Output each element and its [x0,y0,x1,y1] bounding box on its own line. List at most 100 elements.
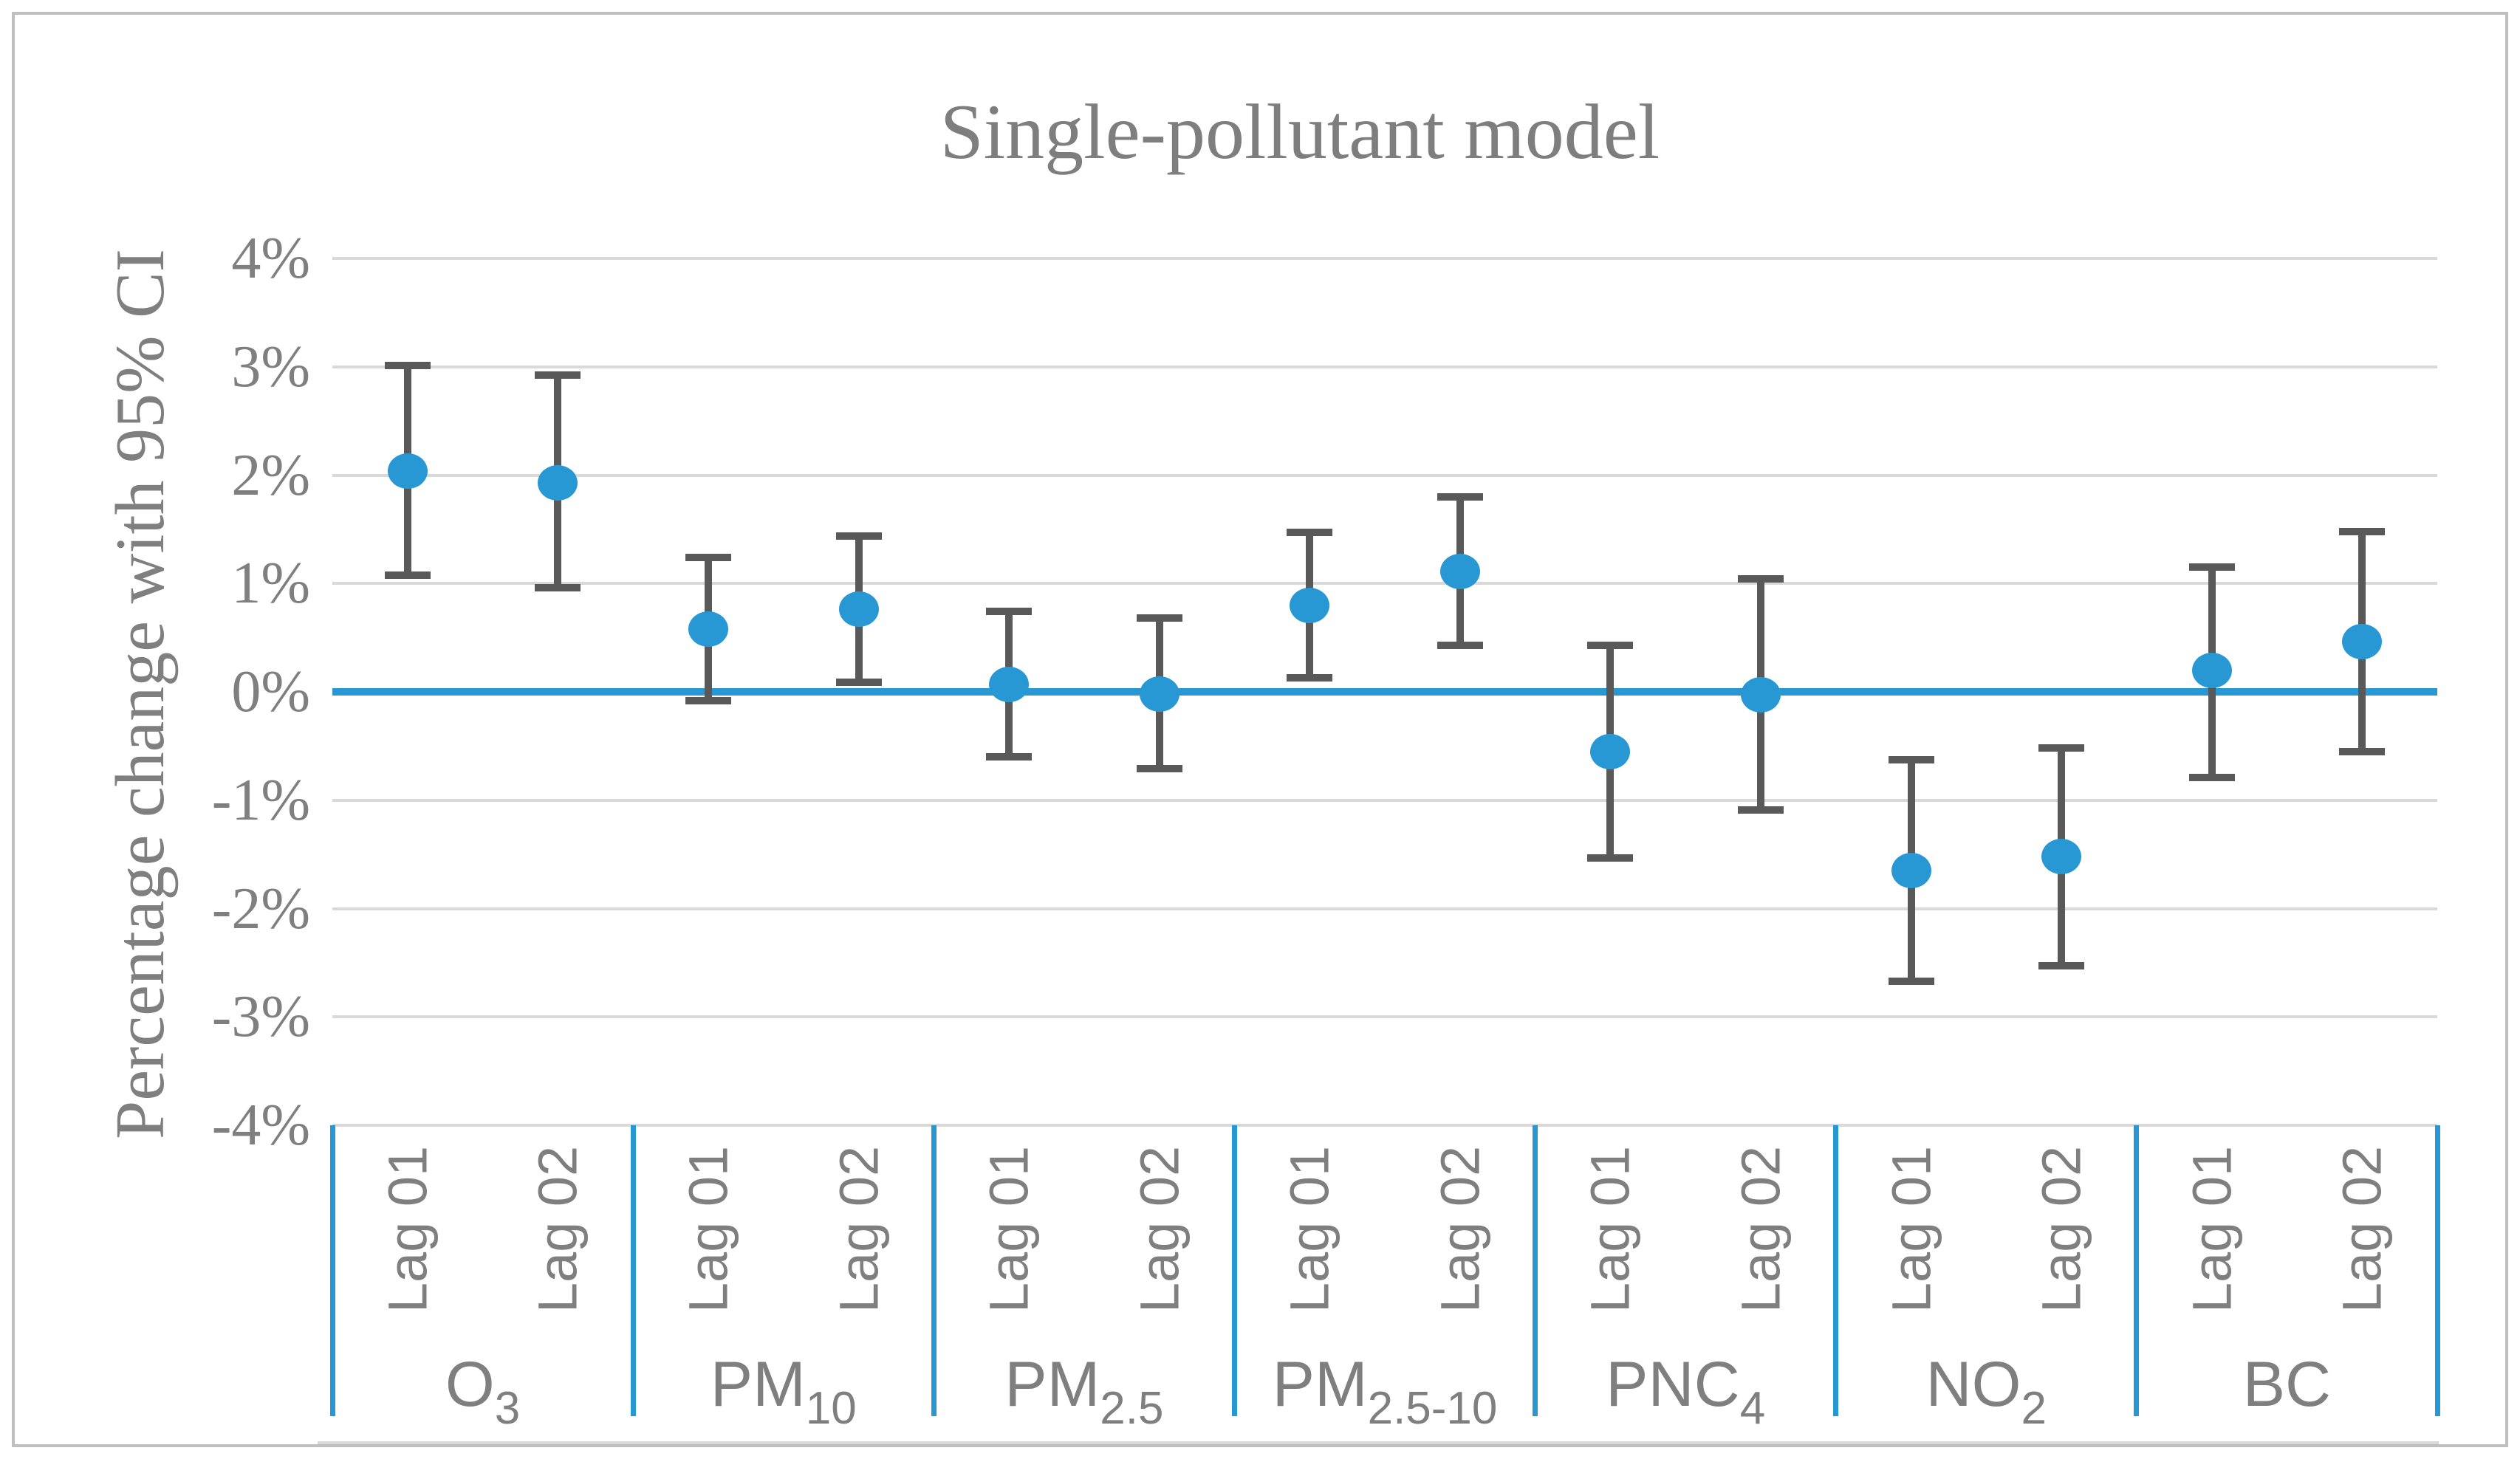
y-gridline [332,257,2437,260]
x-category-label: PNC4 [1606,1348,1765,1435]
category-base-text: O [445,1349,495,1420]
category-base-text: BC [2242,1349,2332,1420]
category-subscript-text: 2.5 [1100,1383,1164,1434]
x-lag-label: Lag 02 [2030,1145,2092,1314]
error-bar-cap-top [1437,492,1483,501]
y-gridline [332,582,2437,586]
y-tick-label: 4% [231,226,310,291]
y-tick-label: -2% [211,876,310,941]
error-bar-cap-bottom [986,753,1033,761]
error-bar-cap-top [1587,641,1634,649]
error-bar-cap-bottom [384,571,431,579]
zero-baseline [332,688,2437,696]
y-tick-label: 2% [231,442,310,508]
x-lag-label: Lag 01 [978,1145,1040,1314]
error-bar-cap-bottom [2038,962,2085,970]
y-gridline [332,798,2437,802]
data-point-dot [1139,676,1179,712]
category-base-text: NO [1925,1349,2021,1420]
error-bar-cap-top [685,554,731,562]
x-lag-label: Lag 02 [1429,1145,1491,1314]
error-bar-cap-bottom [2188,773,2235,781]
error-bar-cap-top [535,371,581,380]
group-separator [630,1125,636,1416]
group-separator [2134,1125,2140,1416]
x-category-label: O3 [445,1348,520,1435]
category-base-text: PM [710,1349,806,1420]
error-bar-cap-top [2038,744,2085,752]
y-gridline [332,365,2437,368]
y-tick-label: -1% [211,767,310,833]
x-lag-label: Lag 01 [1880,1145,1942,1314]
error-bar-cap-bottom [1888,977,1934,985]
y-gridline [332,1015,2437,1019]
category-subscript-text: 2.5-10 [1367,1383,1498,1434]
y-tick-label: -4% [211,1093,310,1158]
data-point-dot [1590,733,1631,769]
chart-frame [12,12,2508,1447]
error-bar-cap-top [2188,563,2235,571]
error-bar-cap-bottom [685,696,731,704]
y-gridline [332,473,2437,477]
group-separator [1231,1125,1237,1416]
data-point-dot [688,611,728,647]
error-bar-cap-top [2339,527,2386,535]
x-lag-label: Lag 02 [1129,1145,1191,1314]
x-lag-label: Lag 01 [1278,1145,1341,1314]
axis-bottom-line [318,1441,2439,1444]
error-bar-cap-bottom [1737,806,1784,814]
data-point-dot [2342,624,2383,660]
category-subscript-text: 2 [2021,1383,2047,1434]
error-bar-cap-top [1737,575,1784,583]
data-point-dot [1740,677,1781,713]
category-subscript-text: 3 [494,1383,521,1434]
x-lag-label: Lag 02 [527,1145,589,1314]
y-gridline [332,907,2437,910]
error-bar-cap-top [1888,756,1934,764]
x-category-label: NO2 [1926,1348,2047,1435]
y-gridline [332,1124,2437,1127]
data-point-dot [1439,554,1480,590]
x-category-label: PM2.5 [1004,1348,1163,1435]
data-point-dot [2191,652,2232,688]
x-lag-label: Lag 01 [377,1145,439,1314]
error-bar-cap-bottom [835,678,882,686]
data-point-dot [838,591,879,628]
error-bar-cap-bottom [535,584,581,592]
y-tick-label: -3% [211,984,310,1050]
x-lag-label: Lag 01 [1579,1145,1641,1314]
error-bar-cap-bottom [2339,747,2386,755]
x-category-label: BC [2243,1348,2331,1421]
data-point-dot [538,464,578,501]
error-bar-cap-top [1287,529,1333,537]
x-category-label: PM2.5-10 [1273,1348,1498,1435]
category-subscript-text: 10 [805,1383,857,1434]
error-bar-cap-bottom [1437,641,1483,649]
group-separator [329,1125,335,1416]
x-lag-label: Lag 01 [2181,1145,2243,1314]
group-separator [1833,1125,1839,1416]
error-bar-cap-bottom [1287,673,1333,682]
x-lag-label: Lag 02 [2331,1145,2393,1314]
data-point-dot [1891,853,1931,889]
y-tick-label: 1% [231,551,310,617]
error-bar-cap-top [1136,614,1182,622]
x-lag-label: Lag 01 [677,1145,739,1314]
group-separator [2434,1125,2440,1416]
x-lag-label: Lag 02 [1730,1145,1792,1314]
data-point-dot [1290,587,1330,623]
error-bar-cap-top [986,608,1033,616]
x-category-label: PM10 [711,1348,857,1435]
category-subscript-text: 4 [1739,1383,1766,1434]
x-lag-label: Lag 02 [828,1145,889,1314]
error-bar-cap-top [835,532,882,540]
data-point-dot [387,453,428,489]
y-tick-label: 0% [231,659,310,724]
category-base-text: PNC [1606,1349,1740,1420]
category-base-text: PM [1272,1349,1368,1420]
error-bar-cap-top [384,362,431,370]
error-bar-cap-bottom [1136,765,1182,773]
error-bar-cap-bottom [1587,854,1634,862]
data-point-dot [2041,839,2082,875]
